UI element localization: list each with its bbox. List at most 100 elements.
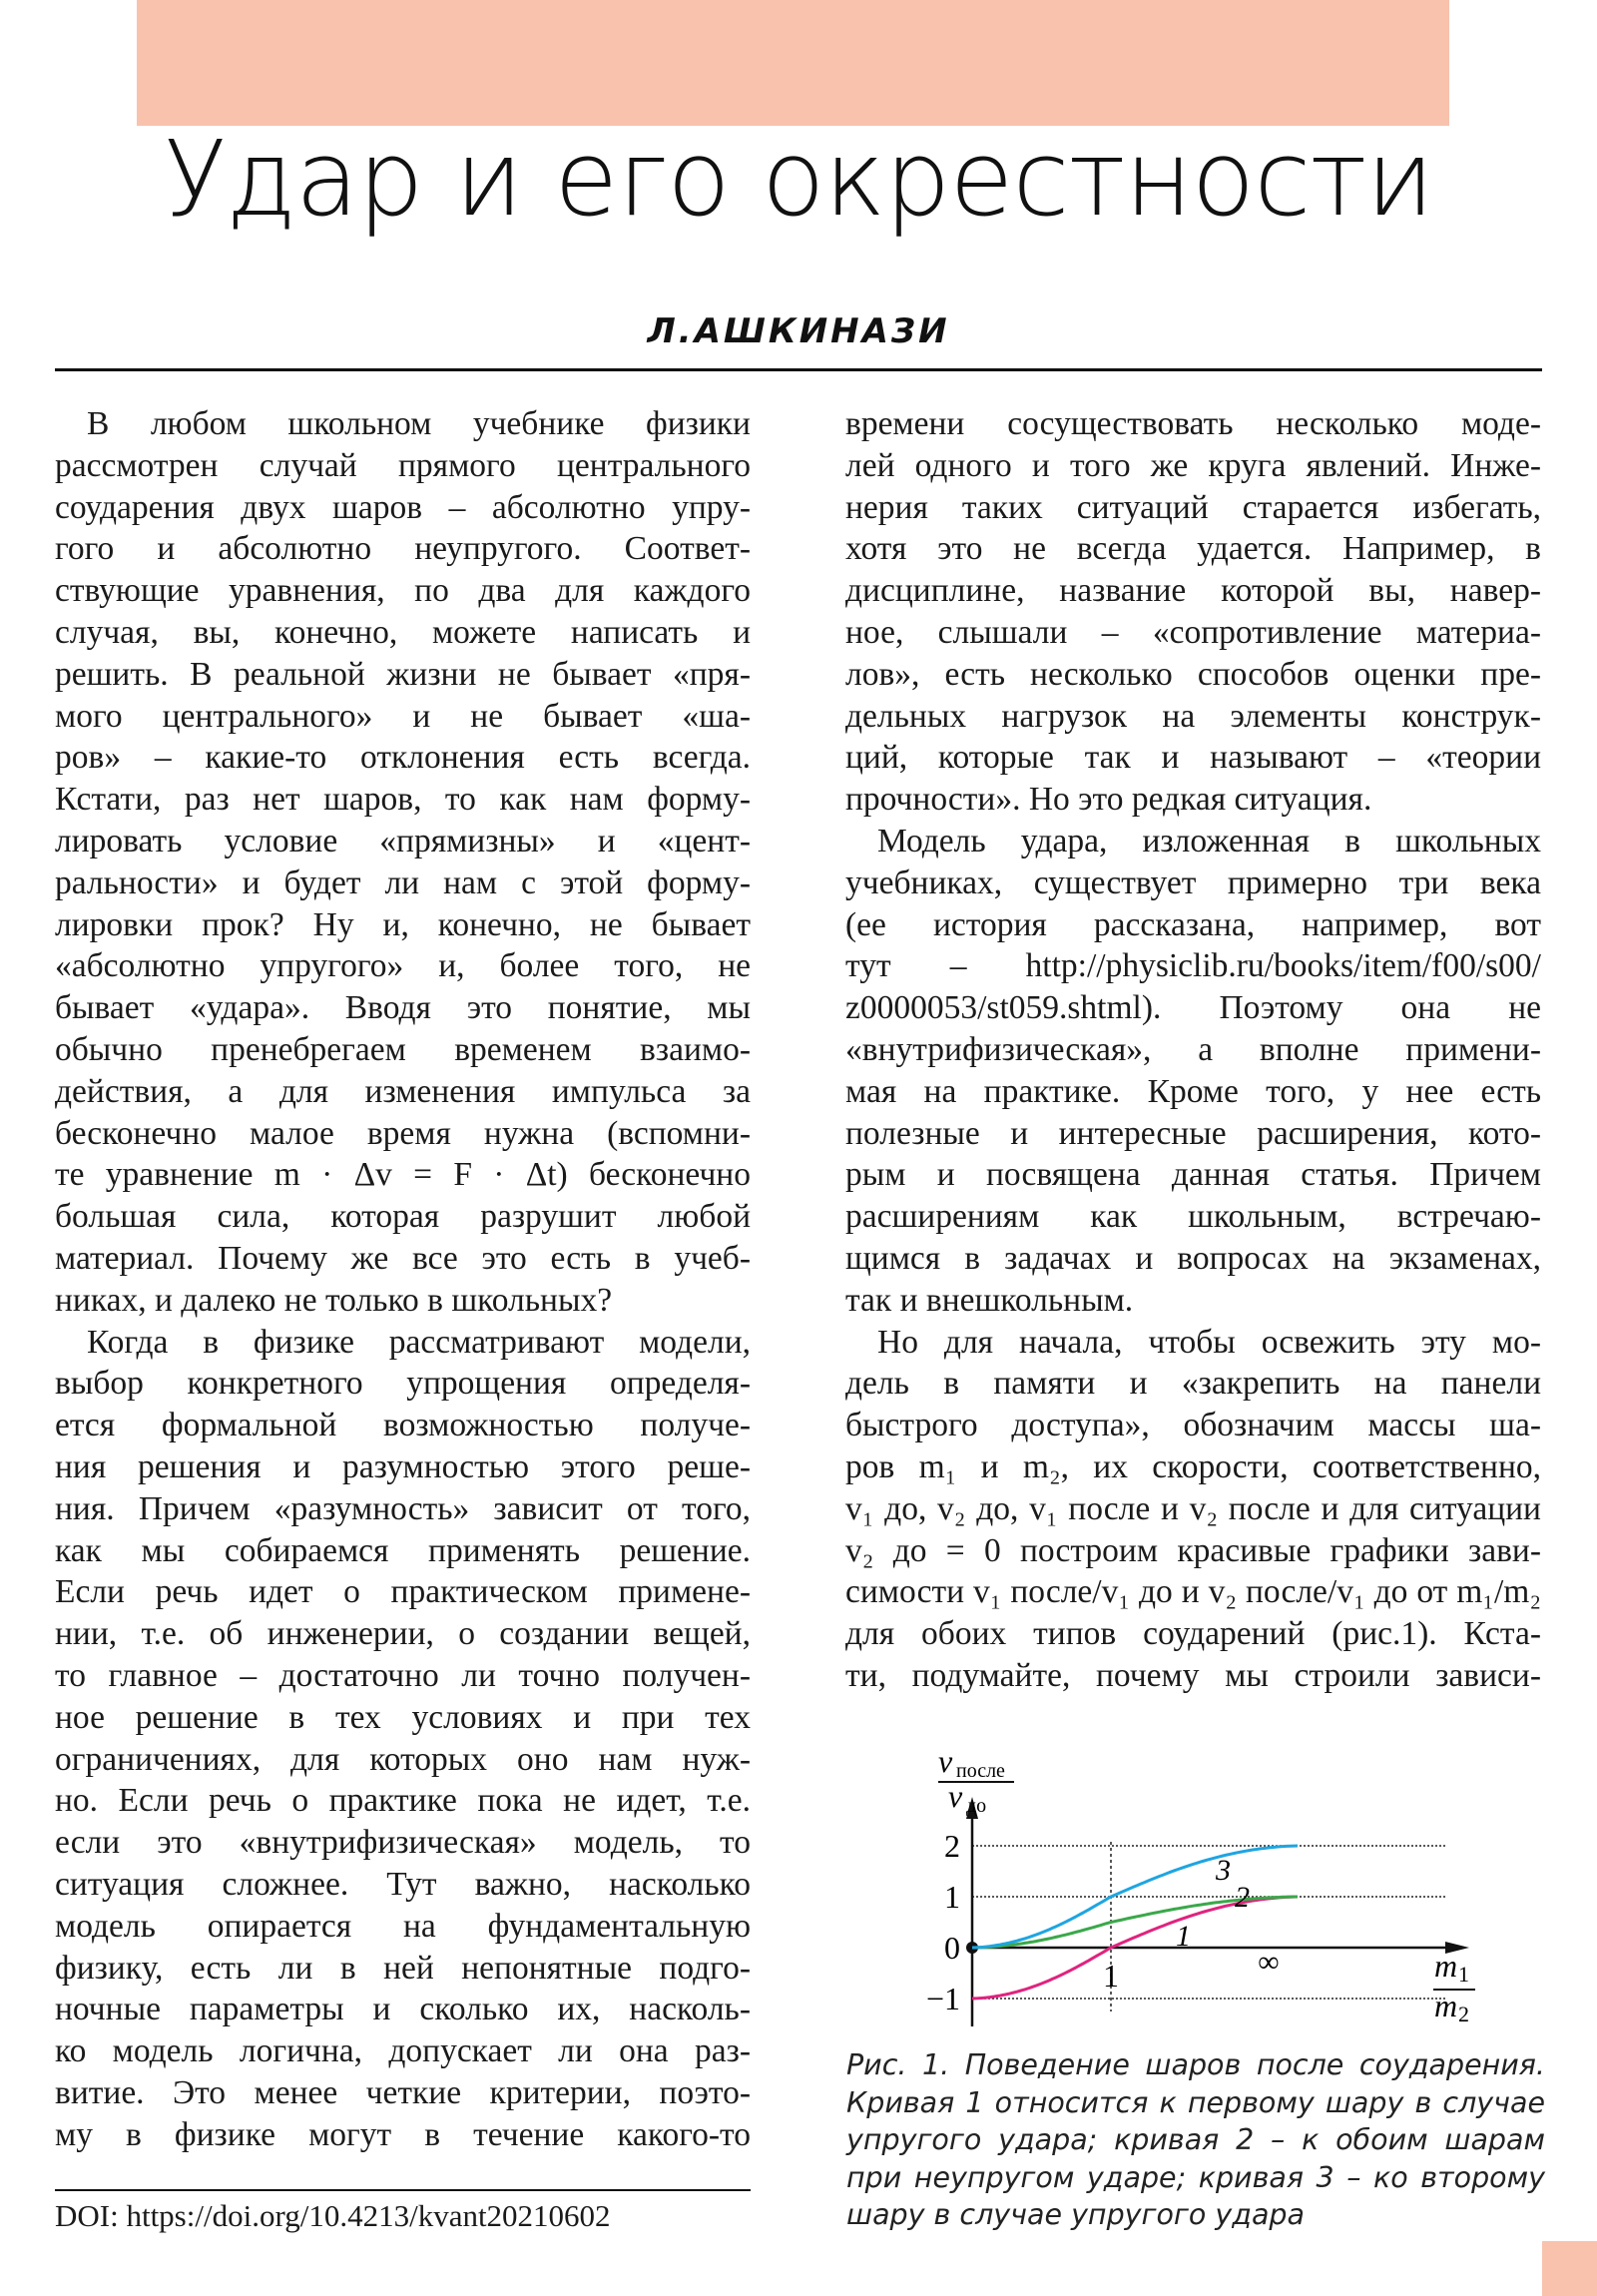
- header-rule: [55, 368, 1542, 371]
- x-tick-label: ∞: [1258, 1946, 1279, 1979]
- article-author: Л.АШКИНАЗИ: [647, 311, 950, 351]
- y-tick-label: 0: [944, 1930, 960, 1966]
- text-line: лей одного и того же круга явлений. Инже…: [845, 446, 1541, 484]
- text-line: никах, и далеко не только в школьных?: [55, 1281, 613, 1319]
- text-line: ров m₁ и m₂, их скорости, соответственно…: [845, 1448, 1541, 1485]
- text-line: ров» – какие-то отклонения есть всегда.: [55, 739, 751, 777]
- text-line: бесконечно малое время нужна (вспомни-: [55, 1114, 751, 1152]
- y-label-denominator: v: [948, 1778, 963, 1814]
- curve-label: 3: [1215, 1854, 1231, 1887]
- text-line: полезные и интересные расширения, кото-: [845, 1114, 1541, 1152]
- text-line: учебниках, существует примерно три века: [845, 863, 1541, 901]
- text-line: лов», есть несколько способов оценки пре…: [845, 655, 1541, 693]
- text-line: мого центрального» и не бывает «ша-: [55, 697, 751, 735]
- text-line: витие. Это менее четкие критерии, поэто-: [55, 2074, 751, 2111]
- text-line: для обоих типов соударений (рис.1). Кста…: [845, 1615, 1541, 1653]
- text-line: ти, подумайте, почему мы строили зависи-: [845, 1657, 1541, 1694]
- text-line[interactable]: тут – http://physiclib.ru/books/item/f00…: [845, 947, 1541, 985]
- text-line: мая на практике. Кроме того, у нее есть: [845, 1072, 1541, 1110]
- text-line: ния решения и разумностью этого реше-: [55, 1448, 751, 1485]
- text-line: решить. В реальной жизни не бывает «пря-: [55, 655, 751, 693]
- text-line: быстрого доступа», обозначим массы ша-: [845, 1407, 1541, 1444]
- y-label-numerator: v: [938, 1743, 953, 1779]
- curve-2: [972, 1895, 1298, 1950]
- text-line: му в физике могут в течение какого-то: [55, 2115, 751, 2153]
- text-line: «внутрифизическая», а вполне примени-: [845, 1031, 1541, 1068]
- doi-link[interactable]: DOI: https://doi.org/10.4213/kvant202106…: [55, 2198, 611, 2233]
- page-corner-mark: [1542, 2241, 1597, 2296]
- text-line: дельных нагрузок на элементы конструк-: [845, 697, 1541, 735]
- text-line: Но для начала, чтобы освежить эту мо-: [877, 1323, 1541, 1361]
- x-label-denominator-sub: 2: [1458, 2002, 1469, 2026]
- text-line: В любом школьном учебнике физики: [87, 405, 751, 442]
- y-label-numerator-sub: после: [956, 1760, 1005, 1782]
- x-label-numerator: m: [1434, 1948, 1457, 1984]
- x-label-numerator-sub: 1: [1458, 1962, 1469, 1987]
- text-line: щимся в задачах и вопросах на экзаменах,: [845, 1240, 1541, 1277]
- text-line: ное, слышали – «сопротивление материа-: [845, 614, 1541, 651]
- y-tick-label: 1: [944, 1879, 960, 1915]
- text-line: дисциплине, название которой вы, навер-: [845, 572, 1541, 610]
- header-banner: [137, 0, 1449, 126]
- x-tick-label: 1: [1103, 1958, 1119, 1994]
- text-line: случая, вы, конечно, можете написать и: [55, 614, 751, 651]
- text-line: большая сила, которая разрушит любой: [55, 1198, 751, 1236]
- text-line: рым и посвящена данная статья. Причем: [845, 1156, 1541, 1194]
- text-line: (ее история рассказана, например, вот: [845, 905, 1541, 943]
- text-line: если это «внутрифизическая» модель, то: [55, 1824, 751, 1862]
- text-line: но. Если речь о практике пока не идет, т…: [55, 1782, 751, 1820]
- footer-rule: [55, 2189, 751, 2191]
- text-line: ночные параметры и сколько их, насколь-: [55, 1991, 751, 2028]
- text-line: лировать условие «прямизны» и «цент-: [55, 823, 751, 860]
- text-line: ций, которые так и называют – «теории: [845, 739, 1541, 777]
- text-line: нии, т.е. об инженерии, о создании вещей…: [55, 1615, 751, 1653]
- curve-3: [971, 1844, 1299, 1950]
- text-line: ное решение в тех условиях и при тех: [55, 1698, 751, 1736]
- text-line: материал. Почему же все это есть в учеб-: [55, 1240, 751, 1277]
- text-line: выбор конкретного упрощения определя-: [55, 1365, 751, 1403]
- text-line: ральности» и будет ли нам с этой форму-: [55, 863, 751, 901]
- text-line: соударения двух шаров – абсолютно упру-: [55, 488, 751, 526]
- text-line: лировки прок? Ну и, конечно, не бывает: [55, 905, 751, 943]
- text-line: так и внешкольным.: [845, 1281, 1134, 1319]
- text-line: ограничениях, для которых оно нам нуж-: [55, 1740, 751, 1778]
- text-line: ния. Причем «разумность» зависит от того…: [55, 1489, 751, 1527]
- text-line: v₁ до, v₂ до, v₁ после и v₂ после и для …: [845, 1489, 1541, 1527]
- curve-label: 1: [1176, 1920, 1191, 1953]
- text-line: гого и абсолютно неупругого. Соответ-: [55, 530, 751, 568]
- y-axis-arrow-icon: [966, 1797, 978, 1819]
- text-line: дель в памяти и «закрепить на панели: [845, 1365, 1541, 1403]
- x-axis-arrow-icon: [1445, 1942, 1469, 1954]
- text-line: «абсолютно упругого» и, более того, не: [55, 947, 751, 985]
- text-line: Когда в физике рассматривают модели,: [87, 1323, 751, 1361]
- text-line: ко модель логична, допускает ли она раз-: [55, 2032, 751, 2070]
- text-line: модель опирается на фундаментальную: [55, 1907, 751, 1945]
- text-line: то главное – достаточно ли точно получен…: [55, 1657, 751, 1694]
- text-line: хотя это не всегда удается. Например, в: [845, 530, 1541, 568]
- article-title: Удар и его окрестности: [164, 118, 1434, 240]
- text-line: ситуация сложнее. Тут важно, насколько: [55, 1866, 751, 1903]
- text-line: как мы собираемся применять решение.: [55, 1531, 751, 1569]
- figure-caption: Рис. 1. Поведение шаров после соударения…: [846, 2048, 1545, 2231]
- curve-label: 2: [1235, 1881, 1250, 1914]
- text-line: v₂ до = 0 построим красивые графики зави…: [845, 1531, 1541, 1569]
- text-line: физику, есть ли в ней непонятные подго-: [55, 1949, 751, 1987]
- text-line: обычно пренебрегаем временем взаимо-: [55, 1031, 751, 1068]
- text-line: нерия таких ситуаций старается избегать,: [845, 488, 1541, 526]
- text-line: симости v₁ после/v₁ до и v₂ после/v₁ до …: [845, 1573, 1541, 1611]
- text-line[interactable]: z0000053/st059.shtml). Поэтому она не: [845, 989, 1541, 1027]
- text-line: рассмотрен случай прямого центрального: [55, 446, 751, 484]
- curve-1: [971, 1895, 1299, 2001]
- text-line: Кстати, раз нет шаров, то как нам форму-: [55, 781, 751, 819]
- text-line: прочности». Но это редкая ситуация.: [845, 781, 1372, 819]
- text-line: ствующие уравнения, по два для каждого: [55, 572, 751, 610]
- text-line: бывает «удара». Вводя это понятие, мы: [55, 989, 751, 1027]
- text-line: времени сосуществовать несколько моде-: [845, 405, 1541, 442]
- text-line: действия, а для изменения импульса за: [55, 1072, 751, 1110]
- y-tick-label: 2: [944, 1828, 960, 1864]
- text-line: расширениям как школьным, встречаю-: [845, 1198, 1541, 1236]
- x-label-denominator: m: [1434, 1988, 1457, 2023]
- y-tick-label: −1: [926, 1981, 960, 2016]
- text-line: Модель удара, изложенная в школьных: [877, 823, 1541, 860]
